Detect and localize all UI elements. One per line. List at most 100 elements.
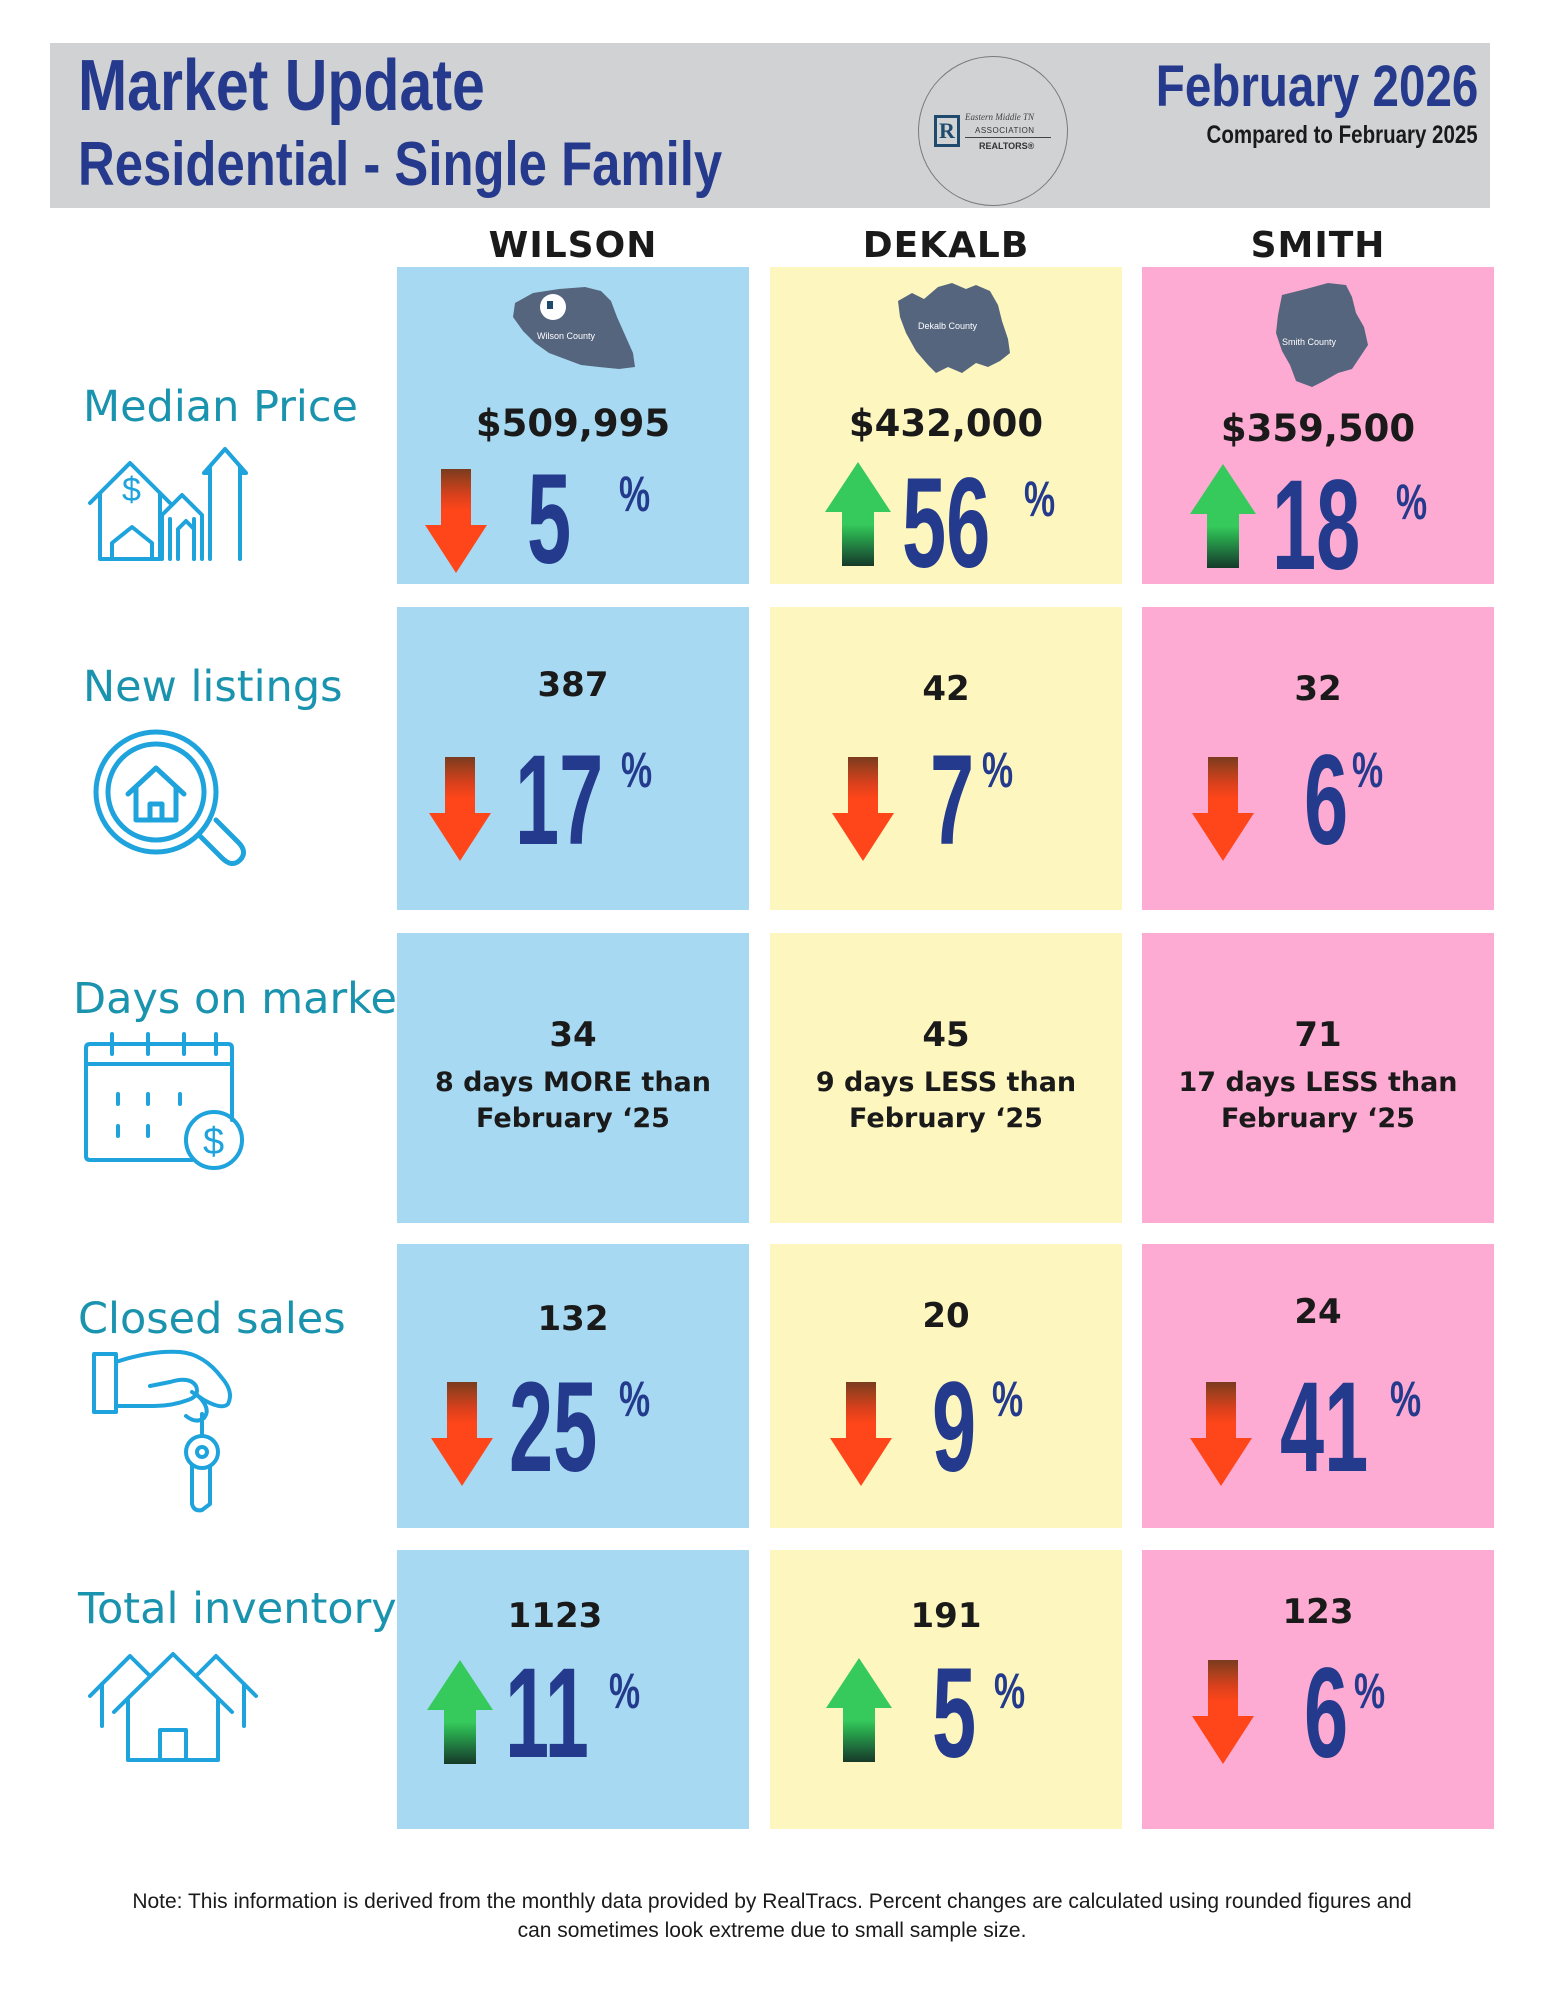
logo-line1: Eastern Middle TN — [965, 112, 1034, 122]
logo-letter: R — [934, 115, 960, 147]
map-label-wilson: Wilson County — [537, 331, 596, 341]
cell-smith-median-price: Smith County $359,500 18 % — [1142, 267, 1494, 590]
wilson-county-map — [513, 287, 635, 369]
svg-text:$: $ — [122, 471, 141, 509]
logo-divider — [965, 137, 1051, 138]
new-listings-value: 387 — [537, 665, 609, 705]
percent-symbol: % — [609, 1663, 641, 1719]
cell-wilson-new-listings: 387 17 % — [397, 607, 749, 910]
column-heading-wilson: WILSON — [488, 225, 658, 266]
header-banner: Market Update Residential - Single Famil… — [50, 43, 1490, 208]
cell-dekalb-days-on-market: 45 9 days LESS than February ‘25 — [770, 933, 1122, 1223]
median-price-value: $432,000 — [848, 402, 1044, 445]
percent-change: 41 — [1280, 1356, 1369, 1499]
row-label-days-on-market: Days on market — [73, 974, 414, 1024]
smith-county-map — [1276, 283, 1368, 387]
up-arrow-icon — [1190, 464, 1256, 568]
percent-change: 56 — [902, 452, 991, 595]
percent-symbol: % — [994, 1663, 1026, 1719]
new-listings-value: 32 — [1294, 669, 1342, 709]
cell-wilson-median-price: Wilson County $509,995 5 % — [397, 267, 749, 584]
percent-symbol: % — [619, 466, 651, 522]
up-arrow-icon — [825, 462, 891, 566]
row-label-total-inventory: Total inventory — [78, 1584, 397, 1634]
up-arrow-icon — [427, 1660, 493, 1764]
cell-wilson-closed-sales: 132 25 % — [397, 1244, 749, 1528]
percent-symbol: % — [1352, 742, 1384, 798]
days-on-market-note: February ‘25 — [849, 1103, 1043, 1134]
row-label-closed-sales: Closed sales — [78, 1294, 346, 1344]
svg-text:$: $ — [203, 1121, 224, 1163]
down-arrow-icon — [1192, 1660, 1254, 1764]
logo-line2: ASSOCIATION — [975, 126, 1035, 135]
cell-dekalb-new-listings: 42 7 % — [770, 607, 1122, 910]
percent-change: 5 — [932, 1642, 977, 1785]
cell-wilson-total-inventory: 1123 11 % — [397, 1550, 749, 1829]
cell-smith-days-on-market: 71 17 days LESS than February ‘25 — [1142, 933, 1494, 1223]
days-on-market-note: February ‘25 — [476, 1103, 670, 1134]
cell-smith-new-listings: 32 6 % — [1142, 607, 1494, 910]
days-on-market-note: 9 days LESS than — [815, 1067, 1077, 1098]
down-arrow-icon — [832, 757, 894, 861]
days-on-market-value: 45 — [922, 1015, 970, 1055]
closed-sales-value: 20 — [922, 1296, 970, 1336]
down-arrow-icon — [1192, 757, 1254, 861]
percent-change: 5 — [527, 448, 572, 591]
cell-dekalb-median-price: Dekalb County $432,000 56 % — [770, 267, 1122, 588]
down-arrow-icon — [431, 1382, 493, 1486]
percent-symbol: % — [1024, 471, 1056, 527]
footer-note-line2: can sometimes look extreme due to small … — [517, 1919, 1027, 1942]
percent-symbol: % — [982, 742, 1014, 798]
logo-line3: REALTORS® — [979, 141, 1035, 151]
percent-symbol: % — [619, 1371, 651, 1427]
row-label-new-listings: New listings — [83, 662, 343, 712]
median-price-value: $359,500 — [1220, 407, 1416, 450]
percent-change: 25 — [509, 1356, 598, 1499]
percent-symbol: % — [1390, 1371, 1422, 1427]
map-label-smith: Smith County — [1282, 337, 1337, 347]
closed-sales-value: 24 — [1294, 1292, 1342, 1332]
percent-change: 18 — [1272, 454, 1361, 597]
total-inventory-value: 1123 — [507, 1596, 603, 1636]
closed-sales-value: 132 — [537, 1299, 609, 1339]
cell-smith-closed-sales: 24 41 % — [1142, 1244, 1494, 1528]
percent-change: 11 — [505, 1642, 589, 1785]
cell-dekalb-closed-sales: 20 9 % — [770, 1244, 1122, 1528]
cell-wilson-days-on-market: 34 8 days MORE than February ‘25 — [397, 933, 749, 1223]
cell-smith-total-inventory: 123 6 % — [1142, 1550, 1494, 1829]
down-arrow-icon — [425, 469, 487, 573]
percent-symbol: % — [621, 742, 653, 798]
house-price-growth-icon: $ — [88, 447, 248, 561]
report-period: February 2026 — [1155, 54, 1478, 119]
column-heading-dekalb: DEKALB — [862, 225, 1030, 266]
days-on-market-note: 8 days MORE than — [435, 1067, 711, 1098]
days-on-market-value: 71 — [1294, 1015, 1342, 1055]
association-logo: R Eastern Middle TN ASSOCIATION REALTORS… — [918, 56, 1068, 206]
total-inventory-value: 191 — [910, 1596, 982, 1636]
page-title: Market Update — [78, 46, 485, 126]
new-listings-value: 42 — [922, 669, 970, 709]
percent-change: 9 — [932, 1356, 977, 1499]
down-arrow-icon — [429, 757, 491, 861]
down-arrow-icon — [1190, 1382, 1252, 1486]
map-label-dekalb: Dekalb County — [918, 321, 978, 331]
percent-change: 7 — [930, 729, 975, 872]
days-on-market-note: 17 days LESS than — [1178, 1067, 1458, 1098]
median-price-value: $509,995 — [475, 402, 671, 445]
percent-change: 6 — [1304, 1642, 1349, 1785]
footer-note: Note: This information is derived from t… — [40, 1887, 1504, 1945]
dekalb-county-map — [898, 283, 1010, 373]
report-comparison: Compared to February 2025 — [1206, 121, 1478, 149]
page-subtitle: Residential - Single Family — [78, 130, 723, 199]
percent-symbol: % — [1354, 1663, 1386, 1719]
calendar-dollar-icon: $ — [84, 1032, 244, 1170]
percent-symbol: % — [1396, 474, 1428, 530]
footer-note-line1: Note: This information is derived from t… — [132, 1890, 1412, 1913]
cell-dekalb-total-inventory: 191 5 % — [770, 1550, 1122, 1829]
total-inventory-value: 123 — [1282, 1592, 1354, 1632]
percent-symbol: % — [992, 1371, 1024, 1427]
hand-key-icon — [92, 1349, 232, 1513]
house-search-icon — [93, 729, 246, 866]
down-arrow-icon — [830, 1382, 892, 1486]
row-label-median-price: Median Price — [83, 382, 358, 432]
